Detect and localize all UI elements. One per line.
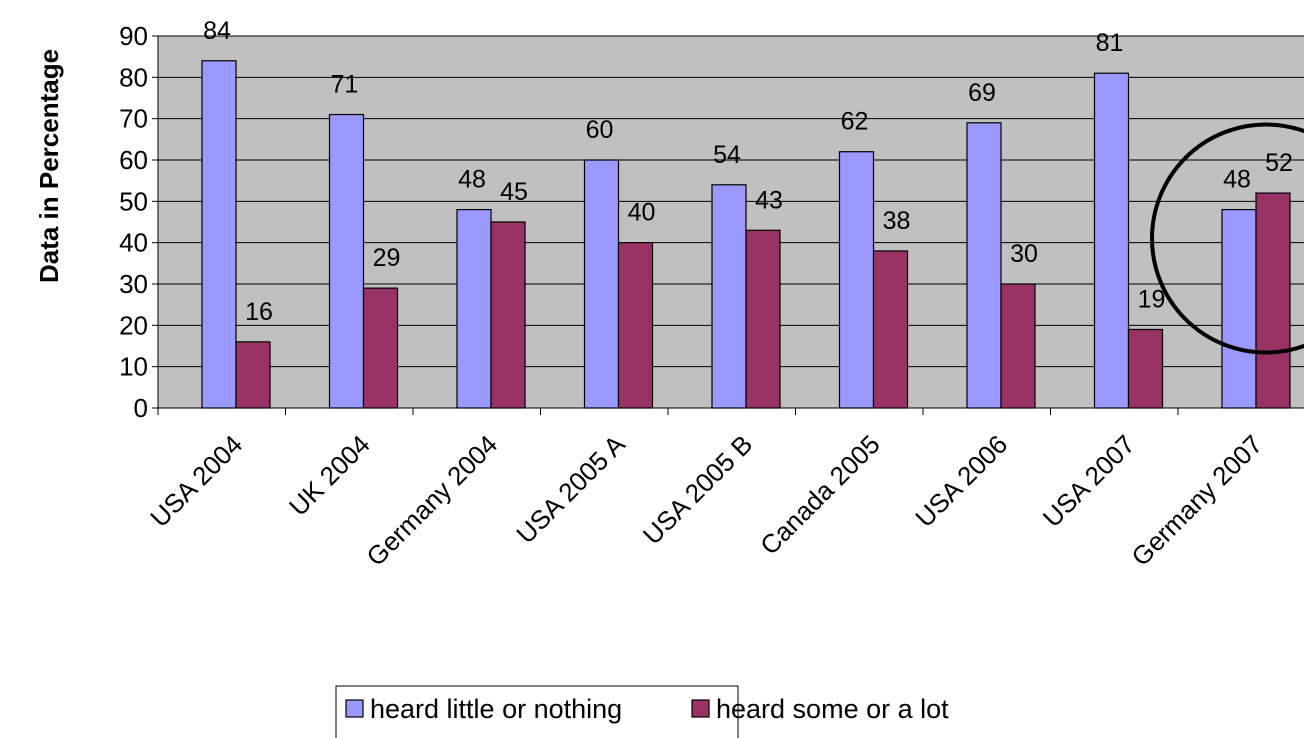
bars: [201, 60, 1291, 409]
x-tick-label: Germany 2007: [1125, 429, 1268, 572]
data-label: 45: [500, 178, 528, 206]
bar-little-or-nothing: [456, 209, 492, 409]
data-label: 84: [203, 17, 231, 45]
x-tick-label: USA 2004: [144, 429, 248, 533]
data-label: 48: [458, 166, 486, 194]
y-tick-label: 50: [119, 186, 148, 216]
legend-entry: heard little or nothing: [370, 694, 622, 724]
x-tick-label: USA 2005 A: [510, 429, 631, 550]
data-label: 30: [1010, 240, 1038, 268]
annotation-circle: [1150, 122, 1304, 355]
data-label: 29: [373, 244, 401, 272]
legend-box: [335, 685, 739, 738]
data-label: 69: [968, 79, 996, 107]
bar-some-or-a-lot: [617, 242, 654, 409]
y-tick-label: 0: [134, 393, 148, 423]
data-label: 81: [1096, 29, 1124, 57]
y-tick-label: 80: [119, 62, 148, 92]
y-axis: 0 10 20 30 40 50 60 70 80 90: [119, 21, 159, 423]
x-tick-label: Germany 2004: [360, 429, 503, 572]
bar-little-or-nothing: [1221, 209, 1257, 409]
y-tick-label: 60: [119, 145, 148, 175]
legend-entry: heard some or a lot: [716, 694, 949, 724]
data-label: 40: [628, 199, 656, 227]
data-label: 52: [1265, 149, 1293, 177]
bar-little-or-nothing: [328, 113, 365, 409]
bar-some-or-a-lot: [1000, 283, 1036, 409]
data-label: 60: [586, 116, 614, 144]
y-tick-label: 30: [119, 269, 148, 299]
legend-swatch: [691, 699, 710, 718]
bar-some-or-a-lot: [490, 221, 526, 409]
annotation-circle-group: [1150, 122, 1304, 355]
data-label: 48: [1223, 166, 1251, 194]
bar-some-or-a-lot: [362, 287, 399, 409]
y-tick-label: 70: [119, 104, 148, 134]
legend: heard little or nothing heard some or a l…: [335, 685, 949, 738]
x-tick-label: USA 2007: [1037, 429, 1141, 533]
bar-little-or-nothing: [711, 184, 747, 409]
x-tick-label: USA 2005 B: [637, 429, 758, 550]
data-label: 54: [713, 141, 741, 169]
y-axis-title: Data in Percentage: [34, 49, 64, 283]
bar-some-or-a-lot: [872, 250, 909, 409]
bar-little-or-nothing: [838, 151, 875, 409]
data-label: 19: [1138, 285, 1166, 313]
x-tick-label: Canada 2005: [754, 429, 886, 561]
bar-some-or-a-lot: [1255, 192, 1291, 409]
x-tick-label: UK 2004: [283, 429, 376, 522]
data-label: 71: [331, 71, 359, 99]
data-label: 43: [755, 186, 783, 214]
data-label: 62: [841, 108, 869, 136]
x-tick-label: USA 2006: [909, 429, 1013, 533]
y-tick-label: 20: [119, 310, 148, 340]
bar-little-or-nothing: [1093, 72, 1130, 409]
bar-little-or-nothing: [966, 122, 1002, 409]
bar-some-or-a-lot: [235, 341, 271, 409]
bar-some-or-a-lot: [745, 229, 781, 409]
y-tick-label: 40: [119, 228, 148, 258]
y-tick-label: 10: [119, 352, 148, 382]
bar-little-or-nothing: [583, 159, 620, 409]
data-labels: 84 16 71 29 48 45 60 40 54 43 62 38 69 30 81 19 48 52: [203, 17, 1293, 326]
data-label: 16: [245, 298, 273, 326]
bar-some-or-a-lot: [1127, 328, 1164, 409]
data-label: 38: [883, 207, 911, 235]
bar-little-or-nothing: [201, 60, 237, 409]
legend-swatch: [345, 699, 364, 718]
y-tick-label: 90: [119, 21, 148, 51]
